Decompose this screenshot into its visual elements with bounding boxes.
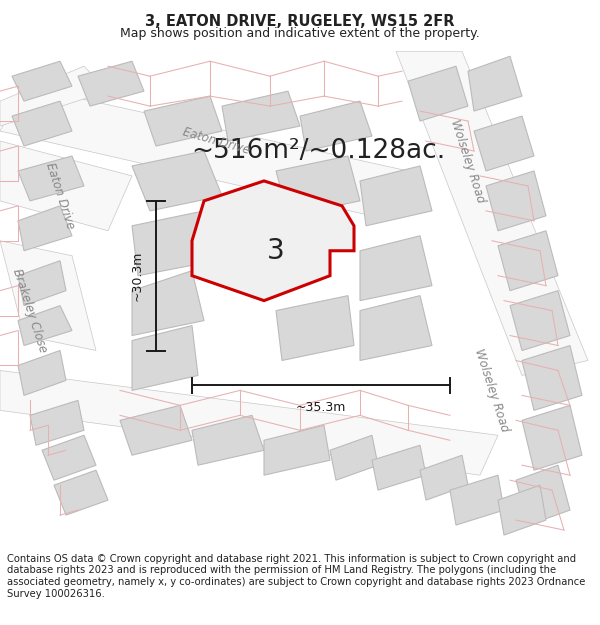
- Polygon shape: [0, 241, 96, 351]
- Polygon shape: [510, 291, 570, 351]
- Polygon shape: [330, 435, 378, 480]
- Polygon shape: [30, 401, 84, 445]
- Polygon shape: [12, 61, 72, 101]
- Polygon shape: [468, 56, 522, 111]
- Polygon shape: [450, 475, 504, 525]
- Text: ~35.3m: ~35.3m: [296, 401, 346, 414]
- Polygon shape: [372, 445, 426, 490]
- Polygon shape: [192, 416, 264, 465]
- Polygon shape: [132, 326, 198, 391]
- Polygon shape: [120, 406, 192, 455]
- Polygon shape: [276, 296, 354, 361]
- Text: 3, EATON DRIVE, RUGELEY, WS15 2FR: 3, EATON DRIVE, RUGELEY, WS15 2FR: [145, 14, 455, 29]
- Polygon shape: [0, 66, 108, 126]
- Text: Brakeley Close: Brakeley Close: [10, 267, 50, 354]
- Text: Wolseley Road: Wolseley Road: [448, 118, 488, 204]
- Polygon shape: [18, 156, 84, 201]
- Text: 3: 3: [267, 237, 285, 265]
- Polygon shape: [522, 346, 582, 411]
- Polygon shape: [0, 141, 132, 231]
- Polygon shape: [276, 156, 360, 216]
- Polygon shape: [54, 470, 108, 515]
- Text: Eaton Drive: Eaton Drive: [43, 161, 77, 231]
- Polygon shape: [498, 231, 558, 291]
- Polygon shape: [144, 96, 222, 146]
- Text: Wolseley Road: Wolseley Road: [472, 347, 512, 434]
- Polygon shape: [522, 406, 582, 470]
- Polygon shape: [360, 296, 432, 361]
- Polygon shape: [18, 261, 66, 306]
- Polygon shape: [360, 166, 432, 226]
- Polygon shape: [192, 181, 354, 301]
- Polygon shape: [12, 101, 72, 146]
- Polygon shape: [132, 211, 216, 276]
- Text: Contains OS data © Crown copyright and database right 2021. This information is : Contains OS data © Crown copyright and d…: [7, 554, 586, 599]
- Polygon shape: [474, 116, 534, 171]
- Polygon shape: [132, 151, 222, 211]
- Polygon shape: [408, 66, 468, 121]
- Polygon shape: [498, 485, 546, 535]
- Polygon shape: [360, 236, 432, 301]
- Polygon shape: [18, 351, 66, 396]
- Polygon shape: [18, 306, 72, 346]
- Polygon shape: [18, 206, 72, 251]
- Text: ~30.3m: ~30.3m: [130, 251, 143, 301]
- Polygon shape: [42, 435, 96, 480]
- Polygon shape: [132, 271, 204, 336]
- Polygon shape: [486, 171, 546, 231]
- Polygon shape: [0, 371, 498, 475]
- Polygon shape: [222, 91, 300, 141]
- Polygon shape: [0, 86, 408, 216]
- Polygon shape: [516, 465, 570, 525]
- Polygon shape: [396, 51, 588, 376]
- Text: Eaton Drive: Eaton Drive: [181, 125, 251, 157]
- Text: Map shows position and indicative extent of the property.: Map shows position and indicative extent…: [120, 27, 480, 40]
- Polygon shape: [300, 101, 372, 151]
- Polygon shape: [264, 425, 330, 475]
- Polygon shape: [420, 455, 468, 500]
- Polygon shape: [78, 61, 144, 106]
- Text: ~516m²/~0.128ac.: ~516m²/~0.128ac.: [191, 138, 445, 164]
